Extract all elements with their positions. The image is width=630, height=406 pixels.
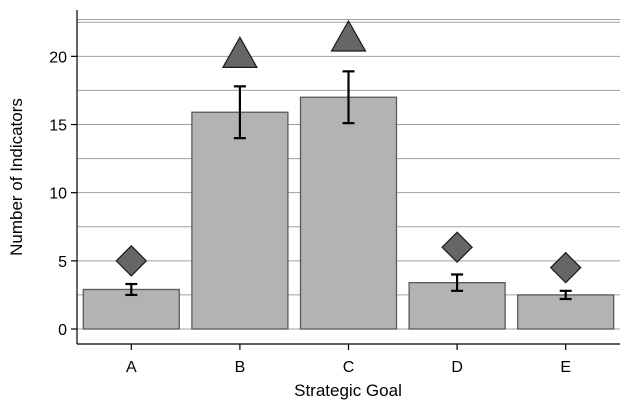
y-ticks: 0 5 10 15 20 <box>49 49 77 339</box>
x-axis-title: Strategic Goal <box>294 381 402 400</box>
bars <box>82 96 615 330</box>
diamond-marker-D <box>441 231 473 264</box>
diamond-marker-A <box>115 244 148 277</box>
x-tick-label: C <box>343 359 355 376</box>
x-tick-label: A <box>126 359 137 376</box>
x-tick-label: D <box>451 359 463 376</box>
x-ticks: A B C D E <box>126 344 571 376</box>
bar-B <box>191 111 289 330</box>
markers <box>115 19 582 284</box>
diamond-marker-E <box>549 251 582 284</box>
y-tick-label: 20 <box>49 49 67 66</box>
y-axis-title: Number of Indicators <box>7 98 26 256</box>
bar-A <box>82 288 180 330</box>
error-bars <box>125 70 572 301</box>
bar-C <box>299 96 398 330</box>
y-tick-label: 15 <box>49 118 67 135</box>
triangle-marker-C <box>330 19 367 52</box>
triangle-marker-B <box>221 36 258 68</box>
bar-E <box>517 294 615 330</box>
y-tick-label: 5 <box>58 254 67 271</box>
x-tick-label: E <box>560 359 571 376</box>
x-tick-label: B <box>235 359 246 376</box>
y-tick-label: 10 <box>49 186 67 203</box>
y-tick-label: 0 <box>58 322 67 339</box>
